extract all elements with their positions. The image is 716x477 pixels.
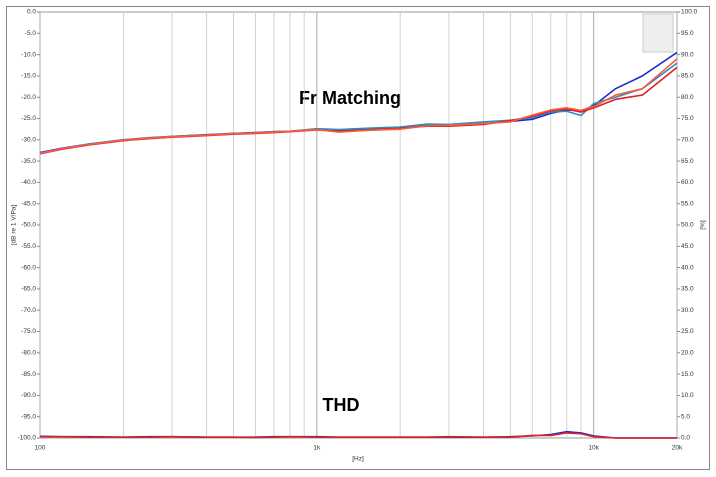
x-tick-label: 100 xyxy=(35,445,46,452)
y2-tick-label: 95.0 xyxy=(681,30,694,37)
y-tick-label: -35.0 xyxy=(21,158,36,165)
series-line xyxy=(40,432,677,439)
annotation: Fr Matching xyxy=(299,88,401,108)
y2-tick-label: 0.0 xyxy=(681,435,690,442)
y-tick-label: -55.0 xyxy=(21,243,36,250)
y-tick-label: -70.0 xyxy=(21,307,36,314)
y2-tick-label: 80.0 xyxy=(681,94,694,101)
y2-tick-label: 5.0 xyxy=(681,413,690,420)
y2-tick-label: 70.0 xyxy=(681,137,694,144)
x-tick-label: 1k xyxy=(313,445,321,452)
y2-tick-label: 90.0 xyxy=(681,51,694,58)
y-tick-label: -80.0 xyxy=(21,350,36,357)
y-tick-label: -30.0 xyxy=(21,137,36,144)
annotation: THD xyxy=(323,395,360,415)
y2-tick-label: 30.0 xyxy=(681,307,694,314)
y2-tick-label: 85.0 xyxy=(681,73,694,80)
y-tick-label: -40.0 xyxy=(21,179,36,186)
series-line xyxy=(39,58,678,155)
y2-tick-label: 35.0 xyxy=(681,286,694,293)
y2-tick-label: 75.0 xyxy=(681,115,694,122)
y2-tick-label: 45.0 xyxy=(681,243,694,250)
y-tick-label: -5.0 xyxy=(25,30,37,37)
y2-axis-label: [%] xyxy=(700,220,707,230)
y-tick-label: -20.0 xyxy=(21,94,36,101)
y-tick-label: -10.0 xyxy=(21,51,36,58)
y-tick-label: -50.0 xyxy=(21,222,36,229)
y-tick-label: -15.0 xyxy=(21,73,36,80)
y2-tick-label: 50.0 xyxy=(681,222,694,229)
x-tick-label: 20k xyxy=(672,445,683,452)
y2-tick-label: 100.0 xyxy=(681,9,698,16)
y-tick-label: 0.0 xyxy=(27,9,36,16)
y-tick-label: -45.0 xyxy=(21,200,36,207)
y-tick-label: -25.0 xyxy=(21,115,36,122)
y2-tick-label: 20.0 xyxy=(681,350,694,357)
y2-tick-label: 40.0 xyxy=(681,264,694,271)
y-tick-label: -100.0 xyxy=(18,435,37,442)
y-tick-label: -90.0 xyxy=(21,392,36,399)
x-axis-label: [Hz] xyxy=(352,456,364,463)
y2-tick-label: 15.0 xyxy=(681,371,694,378)
y-tick-label: -75.0 xyxy=(21,328,36,335)
y2-tick-label: 10.0 xyxy=(681,392,694,399)
y-tick-label: -95.0 xyxy=(21,413,36,420)
y-axis-label: [dB re 1 V/Pa] xyxy=(11,205,18,246)
y2-tick-label: 55.0 xyxy=(681,200,694,207)
y2-tick-label: 60.0 xyxy=(681,179,694,186)
y-tick-label: -65.0 xyxy=(21,286,36,293)
y2-tick-label: 25.0 xyxy=(681,328,694,335)
y-tick-label: -85.0 xyxy=(21,371,36,378)
logo xyxy=(642,13,674,53)
x-tick-label: 10k xyxy=(588,445,599,452)
y-tick-label: -60.0 xyxy=(21,264,36,271)
y2-tick-label: 65.0 xyxy=(681,158,694,165)
